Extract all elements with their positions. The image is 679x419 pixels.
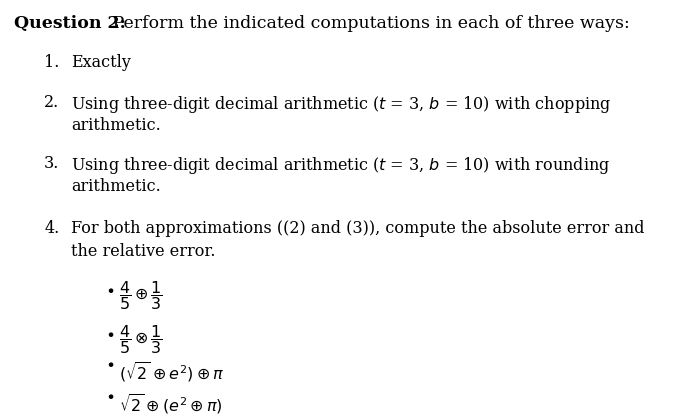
Text: 3.: 3. bbox=[44, 155, 60, 172]
Text: $(\sqrt{2} \oplus e^{2}) \oplus \pi$: $(\sqrt{2} \oplus e^{2}) \oplus \pi$ bbox=[119, 360, 224, 384]
Text: 4.: 4. bbox=[44, 220, 59, 237]
Text: arithmetic.: arithmetic. bbox=[71, 178, 161, 195]
Text: arithmetic.: arithmetic. bbox=[71, 117, 161, 134]
Text: Using three-digit decimal arithmetic ($t$ = 3, $b$ = 10) with rounding: Using three-digit decimal arithmetic ($t… bbox=[71, 155, 610, 176]
Text: $\bullet$: $\bullet$ bbox=[105, 325, 115, 341]
Text: $\dfrac{4}{5} \oplus \dfrac{1}{3}$: $\dfrac{4}{5} \oplus \dfrac{1}{3}$ bbox=[119, 279, 163, 312]
Text: $\bullet$: $\bullet$ bbox=[105, 281, 115, 297]
Text: For both approximations ((2) and (3)), compute the absolute error and: For both approximations ((2) and (3)), c… bbox=[71, 220, 645, 237]
Text: $\sqrt{2} \oplus (e^{2} \oplus \pi)$: $\sqrt{2} \oplus (e^{2} \oplus \pi)$ bbox=[119, 392, 223, 416]
Text: 2.: 2. bbox=[44, 94, 59, 111]
Text: $\bullet$: $\bullet$ bbox=[105, 387, 115, 403]
Text: the relative error.: the relative error. bbox=[71, 243, 216, 260]
Text: $\dfrac{4}{5} \otimes \dfrac{1}{3}$: $\dfrac{4}{5} \otimes \dfrac{1}{3}$ bbox=[119, 323, 163, 356]
Text: 1.: 1. bbox=[44, 54, 60, 72]
Text: Exactly: Exactly bbox=[71, 54, 131, 72]
Text: Using three-digit decimal arithmetic ($t$ = 3, $b$ = 10) with chopping: Using three-digit decimal arithmetic ($t… bbox=[71, 94, 612, 115]
Text: Question 2:: Question 2: bbox=[14, 15, 126, 32]
Text: Perform the indicated computations in each of three ways:: Perform the indicated computations in ea… bbox=[107, 15, 629, 32]
Text: $\bullet$: $\bullet$ bbox=[105, 355, 115, 372]
